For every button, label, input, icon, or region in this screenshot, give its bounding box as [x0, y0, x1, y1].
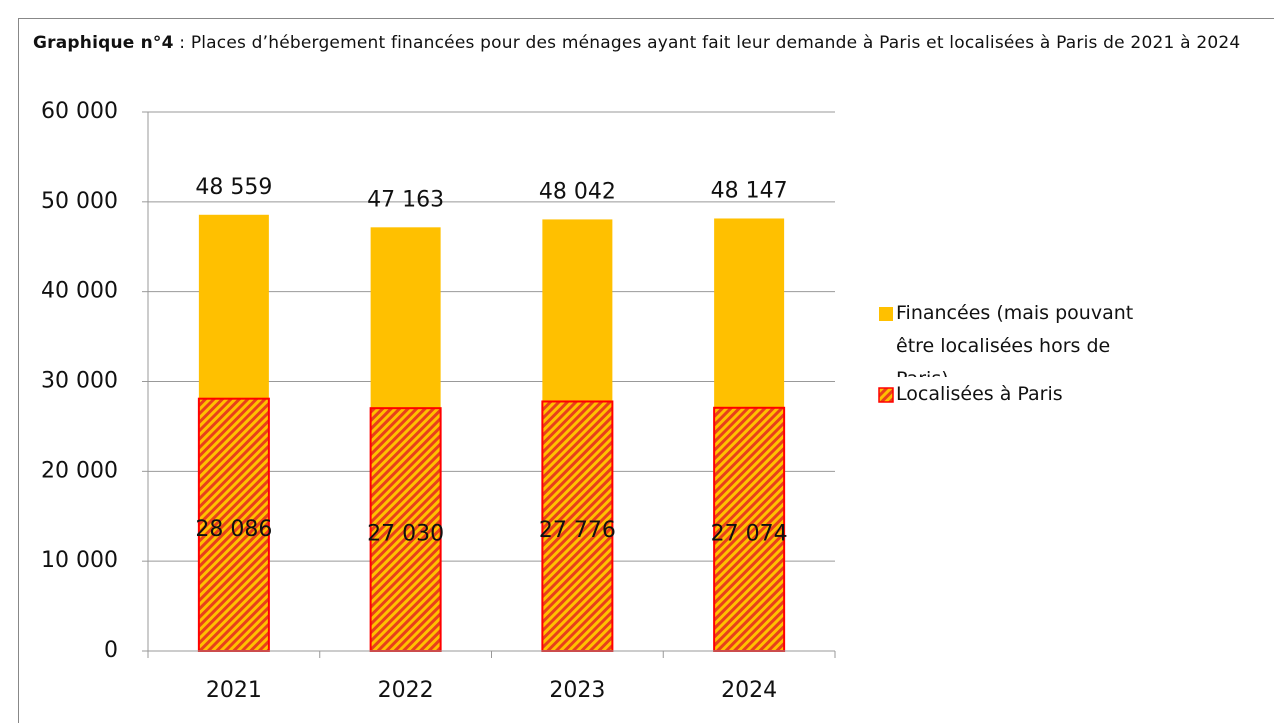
data-label: 27 776: [539, 518, 616, 543]
y-tick-label: 60 000: [41, 99, 118, 124]
data-label: 48 042: [539, 179, 616, 204]
data-label: 27 074: [711, 521, 788, 546]
legend-swatch: [879, 307, 893, 321]
data-label: 47 163: [367, 187, 444, 212]
y-tick-label: 10 000: [41, 548, 118, 573]
x-tick-label: 2024: [721, 678, 777, 703]
title-prefix: Graphique n°4: [33, 33, 174, 53]
legend-label: Financées (mais pouvant être localisées …: [896, 302, 1134, 377]
x-tick-label: 2022: [378, 678, 434, 703]
chart-title: Graphique n°4 : Places d’hébergement fin…: [33, 30, 1258, 57]
y-tick-label: 30 000: [41, 369, 118, 394]
bar: [197, 397, 270, 652]
data-label: 27 030: [367, 522, 444, 547]
legend-label: Localisées à Paris: [896, 383, 1063, 405]
bar: [541, 400, 614, 653]
bar: [713, 406, 786, 653]
data-label: 48 147: [711, 178, 788, 203]
legend-item: Localisées à Paris: [896, 383, 1063, 405]
legend-item: Financées (mais pouvant être localisées …: [896, 302, 1134, 377]
y-tick-label: 20 000: [41, 458, 118, 483]
frame: [18, 18, 1274, 723]
legend-swatch: [878, 387, 894, 403]
x-tick-label: 2023: [549, 678, 605, 703]
title-text: : Places d’hébergement financées pour de…: [179, 33, 1241, 53]
y-tick-label: 0: [104, 638, 118, 663]
x-tick-label: 2021: [206, 678, 262, 703]
data-label: 28 086: [195, 517, 272, 542]
y-tick-label: 50 000: [41, 189, 118, 214]
data-label: 48 559: [195, 175, 272, 200]
y-tick-label: 40 000: [41, 279, 118, 304]
